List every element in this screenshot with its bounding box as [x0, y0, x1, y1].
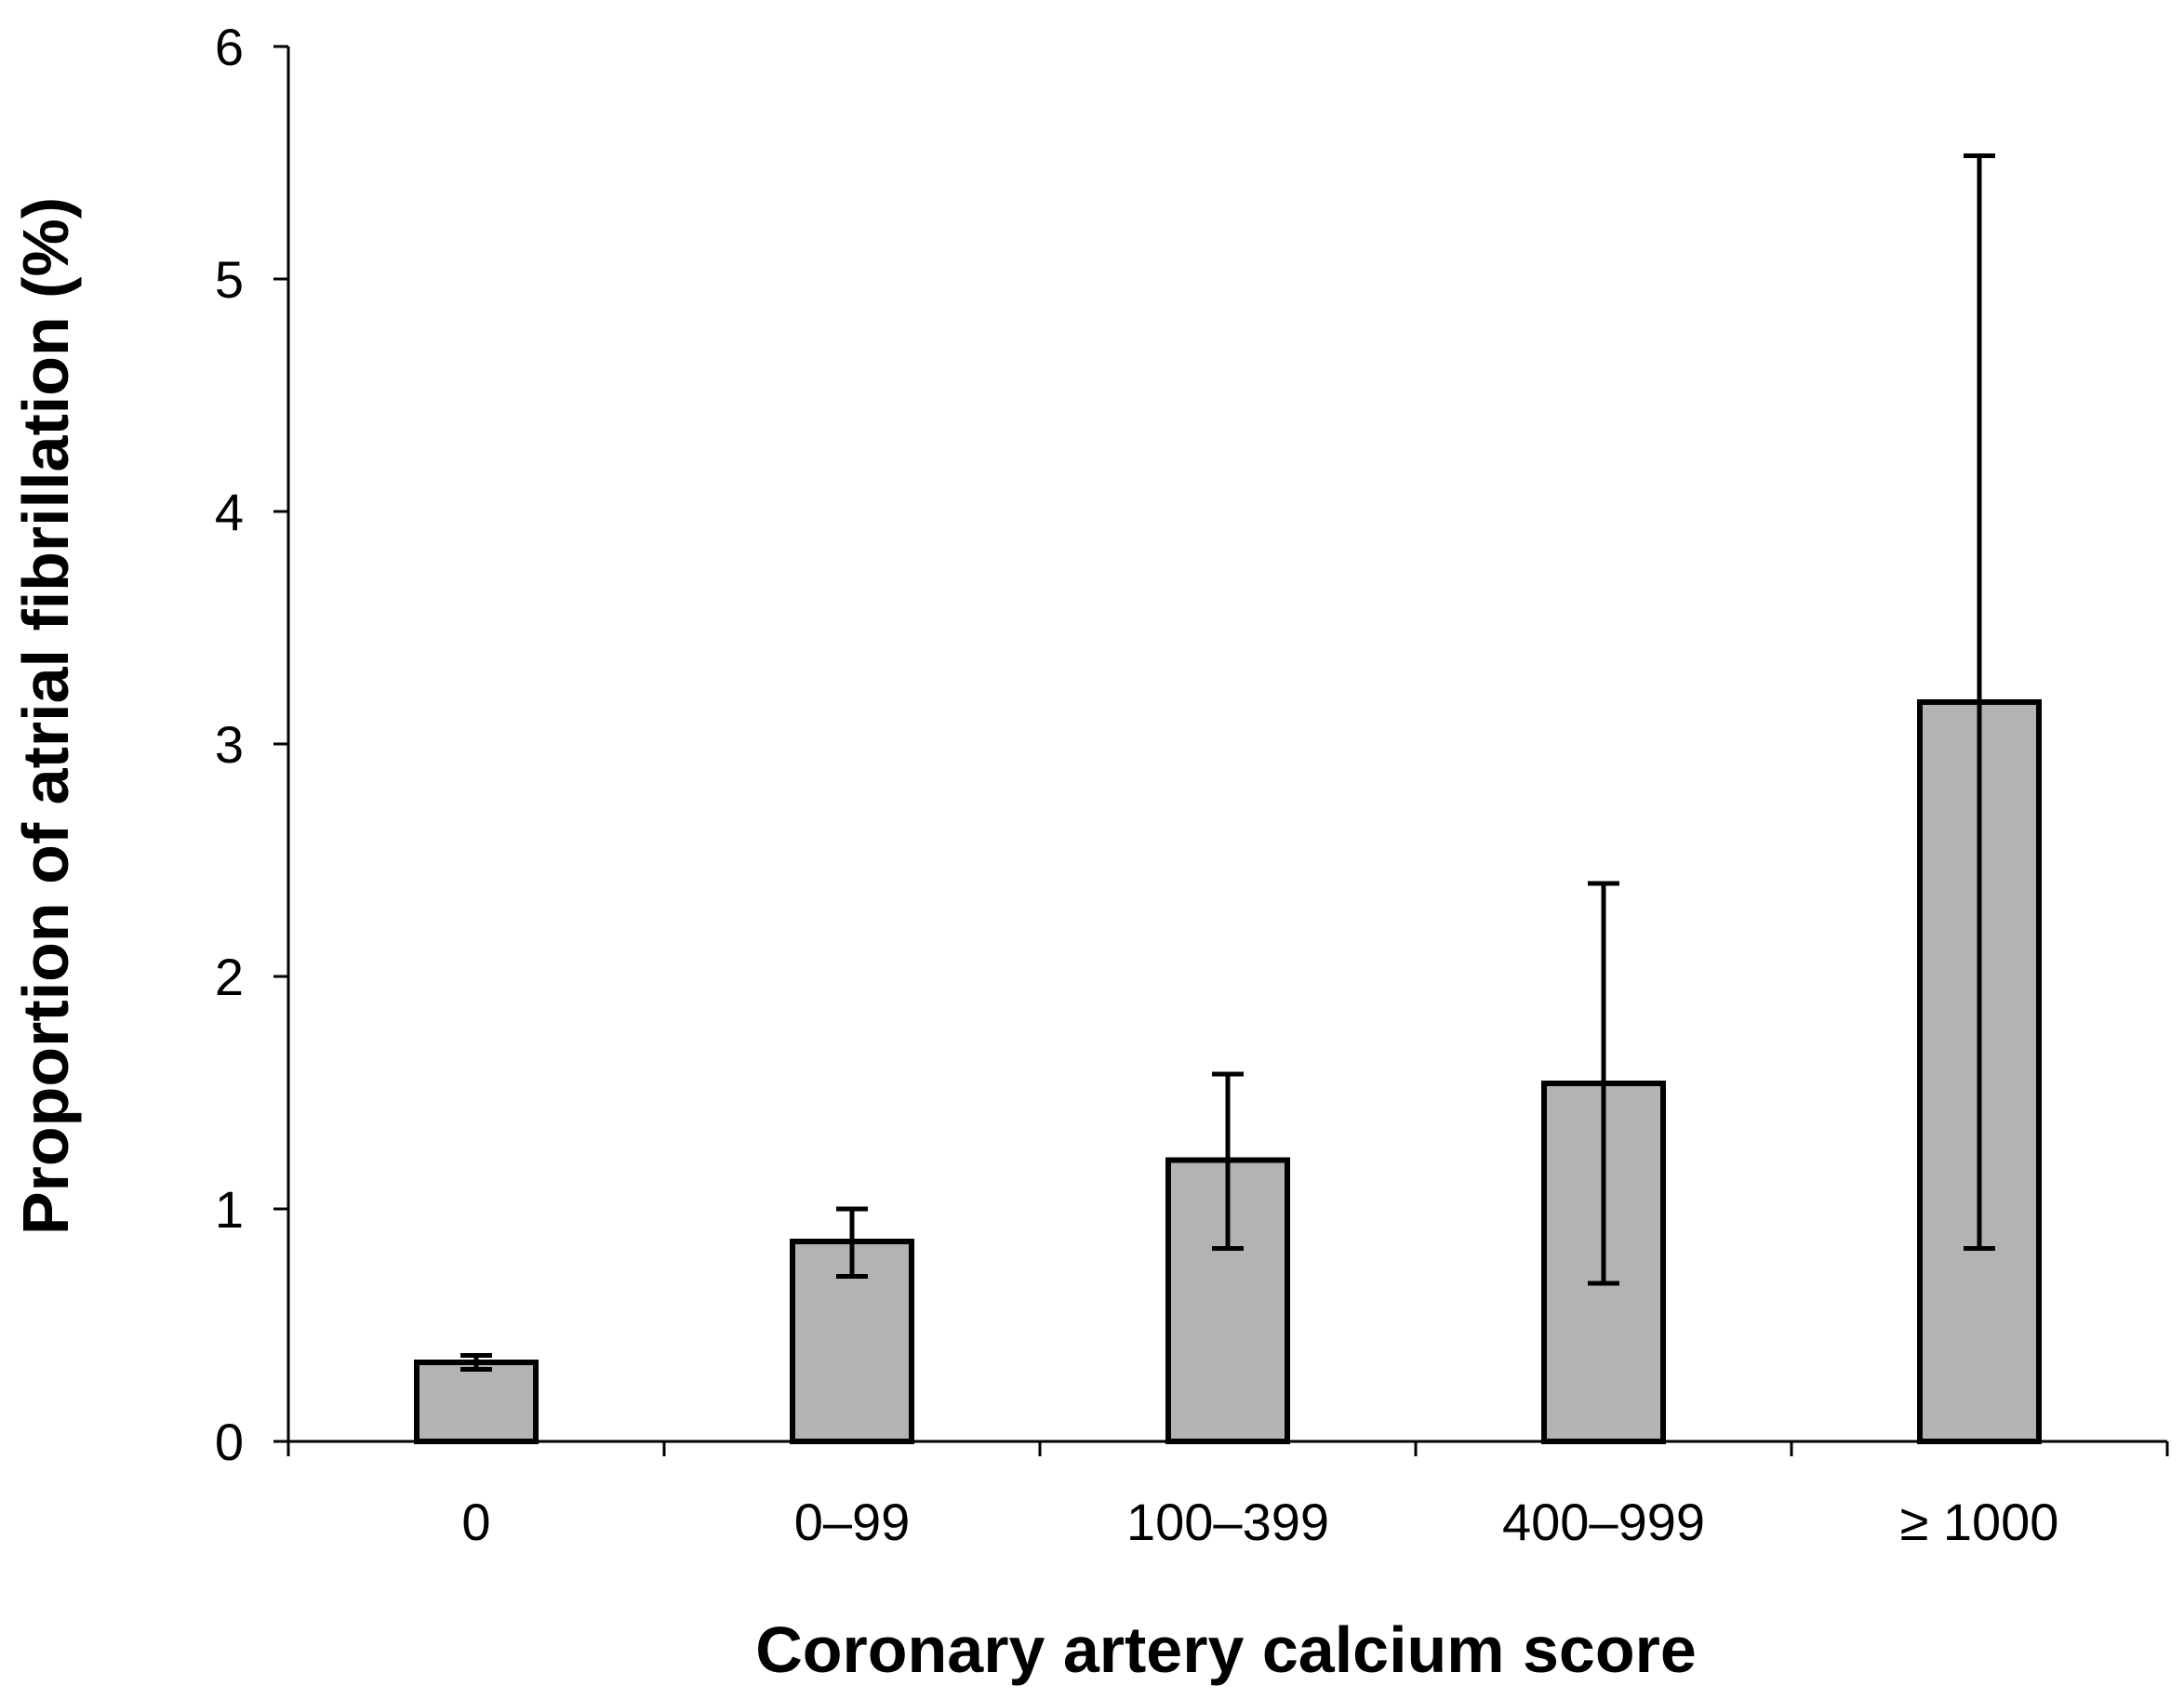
error-bar [460, 1353, 492, 1372]
x-tick-label: 0–99 [794, 1493, 911, 1551]
y-tick-label: 0 [215, 1413, 244, 1471]
error-bar [1964, 153, 1995, 1251]
x-axis-title: Coronary artery calcium score [755, 1613, 1697, 1686]
y-tick-label: 1 [215, 1180, 244, 1239]
error-bars [460, 153, 1995, 1372]
bar [414, 1360, 539, 1444]
x-tick-label: 400–999 [1502, 1493, 1705, 1551]
y-tick-label: 2 [215, 948, 244, 1006]
x-tick-label: ≥ 1000 [1900, 1493, 2059, 1551]
x-axis: 0 0–99 100–399 400–999 ≥ 1000 [286, 1440, 2169, 1551]
y-axis: 0 1 2 3 4 5 6 [215, 18, 290, 1471]
error-bar [836, 1206, 868, 1279]
y-tick-label: 4 [215, 483, 244, 541]
y-tick-label: 6 [215, 18, 244, 76]
y-axis-title: Proportion of atrial fibrillation (%) [9, 197, 82, 1235]
x-tick-label: 0 [461, 1493, 490, 1551]
error-bar [1588, 881, 1619, 1286]
error-bar [1212, 1071, 1244, 1251]
y-tick-label: 5 [215, 250, 244, 309]
x-tick-label: 100–399 [1126, 1493, 1329, 1551]
y-tick-label: 3 [215, 715, 244, 774]
